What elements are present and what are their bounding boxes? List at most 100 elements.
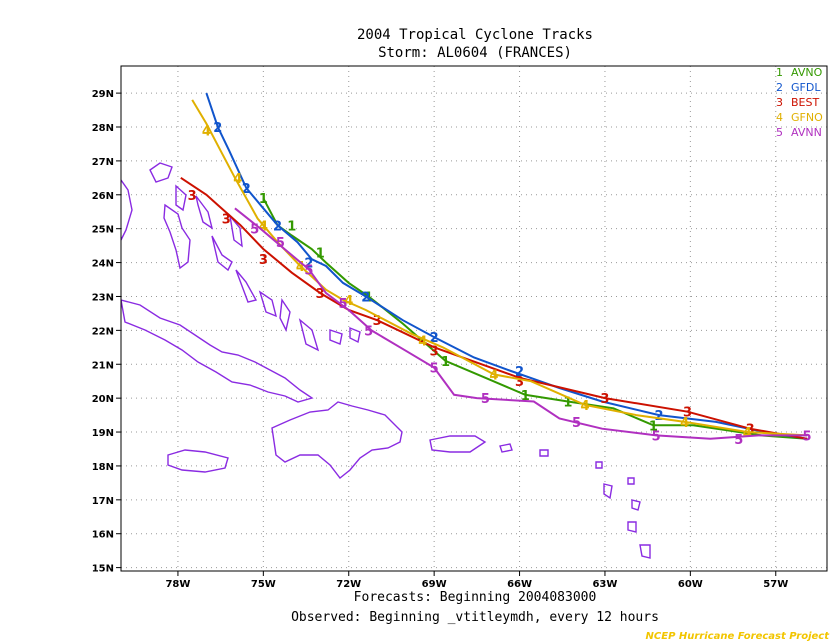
legend-entry-gfdl: 2 GFDL: [776, 81, 821, 94]
track-marker-best: 3: [515, 375, 524, 390]
track-best: 3 3 3 3 3 3 3 3 3 3: [180, 176, 808, 440]
chart-title: 2004 Tropical Cyclone Tracks: [357, 27, 593, 43]
y-tick-label: 18N: [92, 462, 114, 473]
legend-number: 4: [776, 111, 783, 124]
coastline-map: [121, 162, 651, 559]
plot-frame: [120, 65, 828, 572]
track-marker-gfno: 4: [233, 172, 242, 187]
track-marker-best: 3: [683, 406, 692, 421]
track-marker-gfno: 4: [259, 219, 268, 234]
x-tick-label: 66W: [507, 579, 532, 590]
track-line-avno: [262, 197, 808, 440]
track-marker-best: 3: [188, 189, 197, 204]
track-marker-gfno: 4: [489, 368, 498, 383]
track-marker-best: 3: [316, 287, 325, 302]
footer-observed: Observed: Beginning _vtitleymdh, every 1…: [291, 610, 659, 625]
track-marker-avno: 1: [441, 355, 450, 370]
track-marker-gfno: 4: [296, 260, 305, 275]
track-marker-gfdl: 2: [430, 331, 439, 346]
y-tick-label: 22N: [92, 326, 114, 337]
track-marker-avno: 1: [316, 246, 325, 261]
y-tick-label: 17N: [92, 496, 114, 507]
track-marker-gfno: 4: [743, 426, 752, 441]
y-tick-label: 26N: [92, 191, 114, 202]
track-marker-avno: 1: [259, 192, 268, 207]
track-marker-best: 3: [222, 213, 231, 228]
legend-label: BEST: [791, 96, 819, 109]
track-line-avnn: [234, 207, 808, 440]
y-tick-label: 21N: [92, 360, 114, 371]
chart-subtitle: Storm: AL0604 (FRANCES): [378, 45, 572, 61]
footer-forecasts: Forecasts: Beginning 2004083000: [354, 590, 597, 605]
footer-credit: NCEP Hurricane Forecast Project: [646, 631, 831, 642]
grid-lines: [121, 66, 827, 571]
legend-label: AVNN: [791, 126, 822, 139]
track-marker-gfdl: 2: [361, 290, 370, 305]
track-line-best: [180, 176, 808, 440]
track-marker-avnn: 5: [276, 236, 285, 251]
y-tick-label: 29N: [92, 89, 114, 100]
track-marker-avnn: 5: [734, 433, 743, 448]
track-marker-gfno: 4: [418, 335, 427, 350]
track-marker-best: 3: [259, 253, 268, 268]
legend-entry-avno: 1 AVNO: [776, 66, 823, 79]
track-marker-gfno: 4: [581, 399, 590, 414]
track-marker-best: 3: [430, 345, 439, 360]
tracks-layer: 1111111122222222333333333344444444445555…: [180, 92, 812, 448]
legend-number: 5: [776, 126, 783, 139]
legend: 1 AVNO 2 GFDL 3 BEST 4 GFNO 5 AVNN: [776, 66, 823, 139]
x-tick-label: 69W: [422, 579, 447, 590]
track-marker-gfdl: 2: [213, 121, 222, 136]
track-marker-gfno: 4: [344, 294, 353, 309]
track-marker-avno: 1: [563, 396, 572, 411]
track-marker-avnn: 5: [481, 392, 490, 407]
track-marker-avnn: 5: [250, 223, 259, 238]
y-tick-label: 28N: [92, 123, 114, 134]
track-marker-gfdl: 2: [242, 182, 251, 197]
track-marker-avnn: 5: [803, 429, 812, 444]
track-marker-gfno: 4: [680, 416, 689, 431]
y-tick-label: 24N: [92, 259, 114, 270]
track-marker-avnn: 5: [572, 416, 581, 431]
x-axis: 78W 75W 72W 69W 66W 63W 60W 57W: [165, 571, 788, 590]
x-tick-label: 63W: [592, 579, 617, 590]
track-avnn: 5 5 5 5 5 5 5 5 5 5 5: [234, 207, 812, 448]
x-tick-label: 78W: [165, 579, 190, 590]
x-tick-label: 72W: [336, 579, 361, 590]
track-marker-gfdl: 2: [515, 365, 524, 380]
y-tick-label: 20N: [92, 394, 114, 405]
track-marker-avnn: 5: [364, 324, 373, 339]
track-marker-avnn: 5: [430, 362, 439, 377]
track-marker-avnn: 5: [652, 429, 661, 444]
y-tick-label: 27N: [92, 157, 114, 168]
legend-label: GFDL: [791, 81, 821, 94]
legend-number: 2: [776, 81, 783, 94]
x-tick-label: 57W: [763, 579, 788, 590]
track-line-gfno: [191, 99, 808, 437]
track-marker-best: 3: [600, 392, 609, 407]
track-marker-avnn: 5: [339, 297, 348, 312]
track-marker-best: 3: [373, 314, 382, 329]
y-tick-label: 15N: [92, 564, 114, 575]
y-tick-label: 16N: [92, 530, 114, 541]
track-marker-gfdl: 2: [655, 409, 664, 424]
track-marker-avno: 1: [521, 389, 530, 404]
legend-entry-best: 3 BEST: [776, 96, 819, 109]
track-marker-avno: 1: [649, 419, 658, 434]
track-line-gfdl: [205, 92, 808, 440]
track-gfno: 4 4 4 4 4 4 4 4 4 4: [191, 99, 808, 441]
track-marker-avno: 1: [287, 219, 296, 234]
track-marker-avnn: 5: [304, 263, 313, 278]
legend-number: 1: [776, 66, 783, 79]
track-gfdl: 2 2 2 2 2 2 2 2: [205, 92, 808, 440]
legend-label: AVNO: [791, 66, 823, 79]
y-tick-label: 25N: [92, 225, 114, 236]
y-tick-label: 23N: [92, 292, 114, 303]
track-marker-best: 3: [746, 423, 755, 438]
legend-entry-avnn: 5 AVNN: [776, 126, 822, 139]
legend-entry-gfno: 4 GFNO: [776, 111, 823, 124]
y-tick-label: 19N: [92, 428, 114, 439]
legend-number: 3: [776, 96, 783, 109]
y-axis: 15N 16N 17N 18N 19N 20N 21N 22N 23N 24N 25N 26N 27N 2…: [92, 89, 121, 575]
x-tick-label: 75W: [251, 579, 276, 590]
